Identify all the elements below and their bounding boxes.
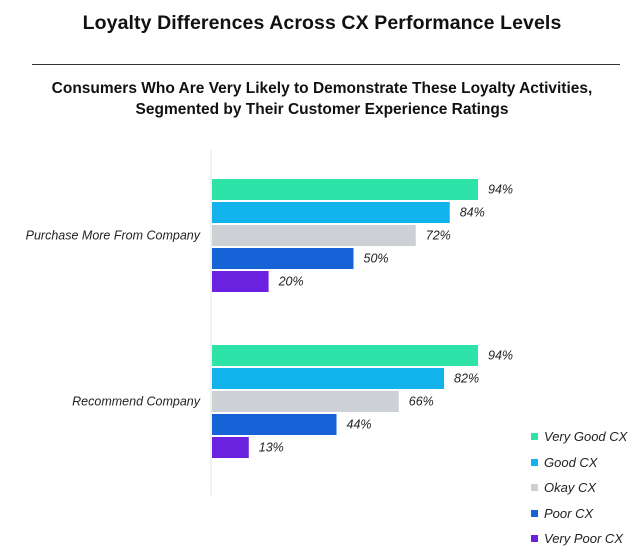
data-label: 20% [278, 275, 304, 289]
bar [212, 271, 269, 292]
legend-item: Very Good CX [531, 424, 627, 450]
chart-title: Loyalty Differences Across CX Performanc… [82, 12, 562, 34]
data-label: 94% [488, 349, 513, 363]
plot-area: Purchase More From Company94%84%72%50%20… [26, 150, 513, 495]
legend-item: Good CX [531, 450, 627, 476]
category-label: Purchase More From Company [26, 229, 201, 243]
data-label: 66% [409, 395, 434, 409]
legend-item: Very Poor CX [531, 526, 627, 552]
data-label: 72% [426, 229, 451, 243]
legend-item: Poor CX [531, 501, 627, 527]
chart-subtitle: Consumers Who Are Very Likely to Demonst… [0, 78, 644, 120]
legend-swatch [531, 535, 538, 543]
bar [212, 414, 337, 435]
bar [212, 368, 445, 389]
legend-swatch [531, 458, 538, 466]
category-label: Recommend Company [72, 395, 201, 409]
bar [212, 391, 399, 412]
legend: Very Good CX Good CX Okay CX Poor CX Very Po… [531, 424, 627, 552]
legend-label: Poor CX [544, 505, 594, 521]
data-label: 82% [454, 372, 479, 386]
data-label: 44% [347, 418, 372, 432]
legend-item: Okay CX [531, 475, 627, 501]
data-label: 94% [488, 183, 513, 197]
legend-swatch [531, 509, 538, 517]
subtitle-line-1: Consumers Who Are Very Likely to Demonst… [51, 80, 593, 97]
subtitle-line-2: Segmented by Their Customer Experience R… [135, 101, 509, 118]
bar [212, 345, 479, 366]
data-label: 50% [364, 252, 389, 266]
bar [212, 179, 479, 200]
bar [212, 225, 416, 246]
bar [212, 437, 249, 458]
legend-label: Very Poor CX [544, 531, 623, 547]
legend-label: Very Good CX [544, 429, 628, 445]
title-divider [32, 64, 620, 65]
legend-swatch [531, 433, 538, 441]
data-label: 13% [259, 441, 284, 455]
bar [212, 202, 450, 223]
legend-label: Okay CX [544, 480, 597, 496]
legend-swatch [531, 484, 538, 492]
legend-label: Good CX [544, 454, 598, 470]
bar [212, 248, 354, 269]
data-label: 84% [460, 206, 485, 220]
